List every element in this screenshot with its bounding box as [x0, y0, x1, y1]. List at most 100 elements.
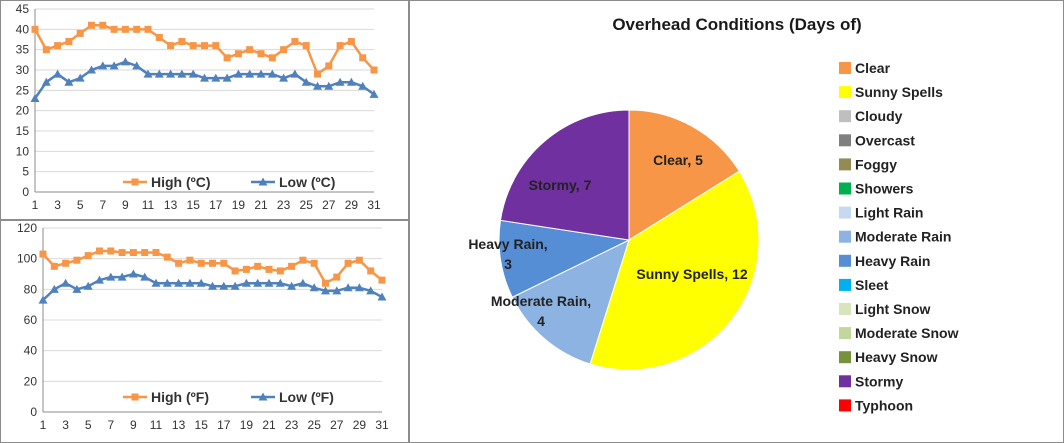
data-point-high: [254, 262, 262, 270]
pie-legend-swatch: [839, 351, 851, 364]
data-point-low: [185, 278, 195, 287]
y-tick-label: 30: [16, 63, 30, 77]
x-tick-label: 31: [375, 418, 389, 432]
y-tick-label: 120: [17, 221, 37, 235]
data-point-low: [61, 278, 71, 287]
data-point-low: [98, 61, 108, 70]
data-point-high: [39, 250, 47, 258]
data-point-high: [246, 46, 254, 54]
y-tick-label: 15: [16, 124, 30, 138]
pie-slice-sunny-spells: [589, 170, 760, 371]
data-point-low: [366, 286, 376, 295]
data-point-low: [313, 81, 322, 90]
data-point-high: [141, 249, 149, 257]
pie-slice-label: Heavy Rain, 3: [468, 236, 547, 272]
x-tick-label: 9: [122, 198, 129, 212]
data-point-high: [152, 249, 160, 257]
pie-slice-stormy: [499, 109, 630, 241]
data-point-high: [288, 262, 296, 270]
fahrenheit-line-chart-panel: 0 20 40 60 80 100 120 1 3 5 7 9 11 13 15 17 19 21 23 25 27 29…: [0, 220, 409, 443]
legend-marker: [131, 178, 139, 186]
x-tick-label: 17: [217, 418, 231, 432]
y-tick-label: 20: [16, 104, 30, 118]
x-tick-label: 13: [172, 418, 186, 432]
x-tick-label: 1: [40, 418, 47, 432]
data-point-high: [107, 247, 115, 255]
y-tick-label: 0: [22, 185, 29, 199]
data-point-low: [369, 89, 379, 98]
data-point-high: [314, 70, 321, 78]
data-point-low: [30, 93, 40, 102]
y-tick-label: 60: [24, 313, 38, 327]
data-point-high: [42, 46, 50, 54]
data-point-high: [268, 54, 276, 62]
data-point-high: [54, 42, 62, 50]
x-tick-label: 3: [62, 418, 69, 432]
data-point-low: [241, 278, 251, 287]
overhead-conditions-pie-panel: Overhead Conditions (Days of) Clear, 5 Sun…: [409, 0, 1064, 443]
legend-label: High (ºF): [151, 389, 209, 405]
x-tick-label: 23: [277, 198, 291, 212]
pie-legend-swatch: [839, 158, 851, 171]
pie-legend-swatch: [839, 206, 851, 219]
pie-slice-clear: [628, 109, 741, 241]
pie-legend-label: Showers: [855, 181, 914, 197]
data-point-high: [163, 253, 171, 261]
pie-slice-heavy-rain: [498, 219, 631, 298]
x-tick-label: 25: [300, 198, 314, 212]
data-point-low: [219, 281, 229, 290]
pie-legend-label: Heavy Rain: [855, 253, 930, 269]
data-point-low: [177, 69, 187, 78]
y-tick-label: 5: [22, 165, 29, 179]
legend-label: Low (ºF): [279, 389, 334, 405]
x-tick-label: 15: [195, 418, 209, 432]
data-point-high: [167, 42, 175, 50]
data-point-high: [212, 42, 220, 50]
data-point-low: [196, 278, 206, 287]
data-point-low: [208, 281, 217, 290]
x-tick-label: 31: [367, 198, 381, 212]
x-tick-label: 11: [142, 198, 155, 212]
data-point-high: [359, 54, 367, 62]
data-point-high: [291, 38, 299, 46]
data-point-low: [346, 77, 356, 86]
data-point-high: [231, 267, 239, 275]
y-tick-label: 40: [16, 22, 30, 36]
data-point-low: [354, 283, 364, 292]
pie-legend-swatch: [839, 110, 851, 123]
data-point-low: [49, 284, 59, 293]
legend-marker: [258, 392, 268, 401]
data-point-low: [321, 286, 330, 295]
data-point-high: [76, 29, 84, 37]
data-point-high: [88, 21, 95, 29]
data-point-high: [133, 25, 141, 33]
data-point-high: [344, 259, 352, 267]
data-point-low: [309, 283, 319, 292]
y-tick-label: 20: [24, 374, 38, 388]
data-point-high: [336, 42, 344, 50]
y-tick-label: 45: [16, 2, 30, 16]
data-point-high: [84, 252, 92, 260]
data-point-low: [95, 275, 104, 284]
pie-legend-swatch: [839, 182, 851, 195]
data-point-low: [332, 286, 342, 295]
pie-slice-label: Sunny Spells, 12: [636, 266, 747, 282]
data-point-high: [322, 279, 329, 287]
y-tick-label: 40: [24, 344, 38, 358]
legend-marker: [258, 177, 268, 186]
legend-marker: [131, 393, 139, 401]
pie-legend-label: Stormy: [855, 373, 903, 389]
data-point-high: [302, 42, 310, 50]
data-point-low: [358, 81, 368, 90]
x-tick-label: 29: [345, 198, 359, 212]
data-point-low: [324, 81, 334, 90]
legend-label: Low (ºC): [279, 174, 335, 190]
pie-legend-label: Light Rain: [855, 205, 923, 221]
data-point-low: [117, 272, 127, 281]
data-point-low: [279, 73, 289, 82]
data-point-low: [264, 278, 274, 287]
series-line-high: [42, 249, 383, 285]
x-tick-label: 5: [77, 198, 84, 212]
pie-slice-moderate-rain: [511, 239, 630, 365]
